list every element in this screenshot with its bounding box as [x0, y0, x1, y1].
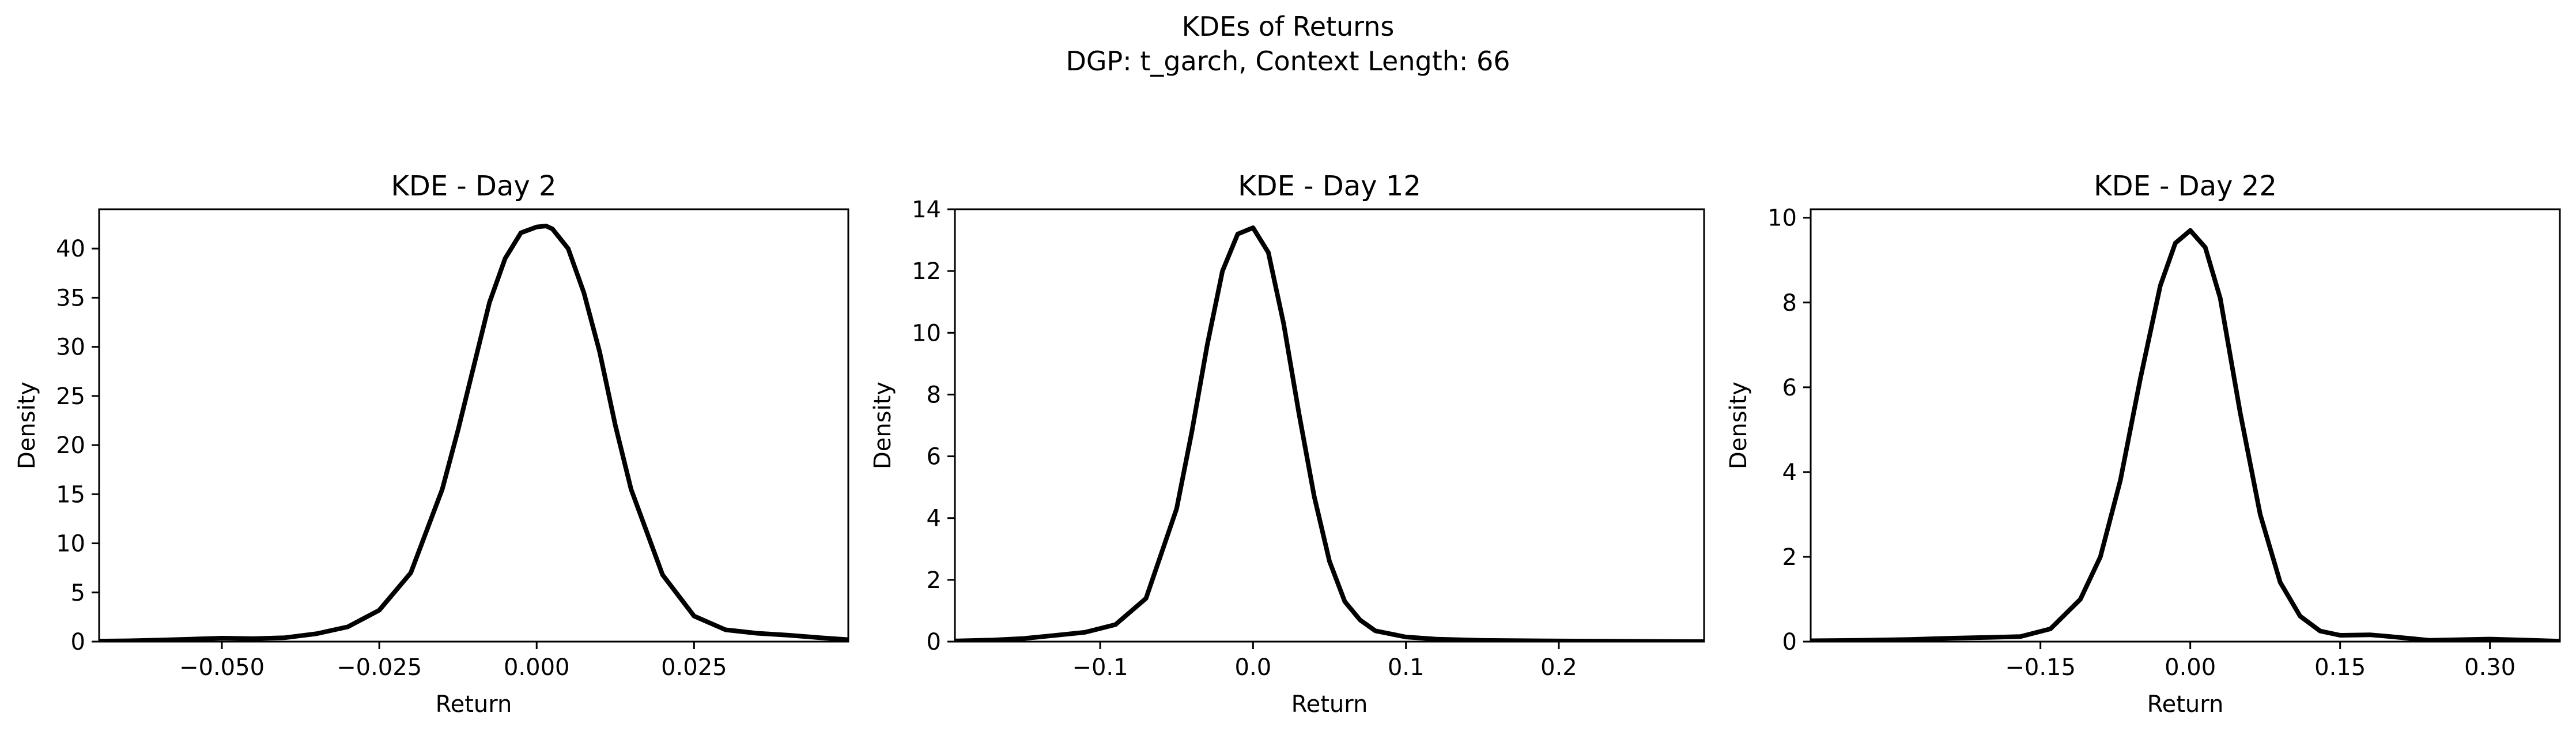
- subplot-2: KDE - Day 12 −0.1 0.0 0.1 0.2 0 2 4 6 8 10 12 14 Retu…: [870, 170, 1705, 718]
- y-axis-label: Density: [1725, 382, 1752, 469]
- subplot-title: KDE - Day 2: [391, 170, 556, 202]
- kde-curve: [1811, 228, 2560, 642]
- y-tick-label: 6: [927, 444, 941, 470]
- y-tick-label: 4: [1782, 459, 1797, 486]
- x-axis-label: Return: [436, 691, 512, 718]
- y-tick-label: 10: [56, 531, 85, 557]
- subplot-1: KDE - Day 2 −0.050 −0.025 0.000 0.025 0 5 10 15 2…: [14, 170, 849, 718]
- x-tick-label: 0.025: [661, 654, 727, 681]
- y-tick-label: 10: [1767, 205, 1797, 232]
- y-tick-label: 2: [1782, 544, 1797, 571]
- y-tick-label: 14: [912, 197, 941, 223]
- kde-curve: [99, 224, 848, 642]
- x-tick-label: 0.00: [2165, 654, 2216, 681]
- y-tick-label: 20: [56, 432, 85, 459]
- y-tick-label: 0: [1782, 629, 1797, 655]
- x-tick-label: −0.1: [1072, 654, 1128, 681]
- y-axis-label: Density: [870, 382, 896, 469]
- x-tick-label: −0.050: [179, 654, 265, 681]
- figure-title: KDEs of Returns: [1182, 11, 1395, 42]
- kde-curve: [955, 225, 1704, 642]
- y-tick-label: 15: [56, 481, 85, 508]
- figure-subtitle: DGP: t_garch, Context Length: 66: [1066, 46, 1510, 77]
- y-tick-label: 5: [71, 580, 85, 606]
- x-tick-label: 0.30: [2464, 654, 2515, 681]
- y-tick-label: 25: [56, 383, 85, 410]
- y-tick-label: 8: [1782, 290, 1797, 316]
- y-tick-label: 35: [56, 285, 85, 311]
- y-tick-label: 6: [1782, 375, 1797, 401]
- y-tick-label: 12: [912, 258, 941, 285]
- y-tick-label: 30: [56, 334, 85, 361]
- y-tick-label: 8: [927, 382, 941, 408]
- x-tick-label: 0.1: [1388, 654, 1425, 681]
- y-tick-label: 40: [56, 236, 85, 262]
- x-tick-label: 0.000: [504, 654, 570, 681]
- x-tick-label: −0.15: [2005, 654, 2076, 681]
- y-tick-label: 0: [927, 629, 941, 655]
- x-axis-label: Return: [2147, 691, 2224, 718]
- x-tick-label: 0.0: [1235, 654, 1272, 681]
- axes-frame: [954, 208, 1705, 643]
- y-tick-label: 4: [927, 506, 941, 532]
- x-tick-label: 0.2: [1540, 654, 1577, 681]
- subplot-3: KDE - Day 22 −0.15 0.00 0.15 0.30 0 2 4 6 8 10 Retu…: [1725, 170, 2561, 718]
- y-tick-label: 2: [927, 567, 941, 594]
- axes-frame: [98, 208, 849, 643]
- x-tick-label: 0.15: [2314, 654, 2366, 681]
- y-tick-label: 10: [912, 320, 941, 346]
- x-tick-label: −0.025: [337, 654, 422, 681]
- y-axis-label: Density: [14, 382, 40, 469]
- y-tick-label: 0: [71, 629, 85, 655]
- axes-frame: [1810, 208, 2561, 643]
- subplot-title: KDE - Day 12: [1238, 170, 1421, 202]
- subplot-panels: KDE - Day 2−0.050 −0.025 0.000 0.0250510152…: [14, 170, 2561, 718]
- subplot-title: KDE - Day 22: [2094, 170, 2277, 202]
- x-axis-label: Return: [1291, 691, 1368, 718]
